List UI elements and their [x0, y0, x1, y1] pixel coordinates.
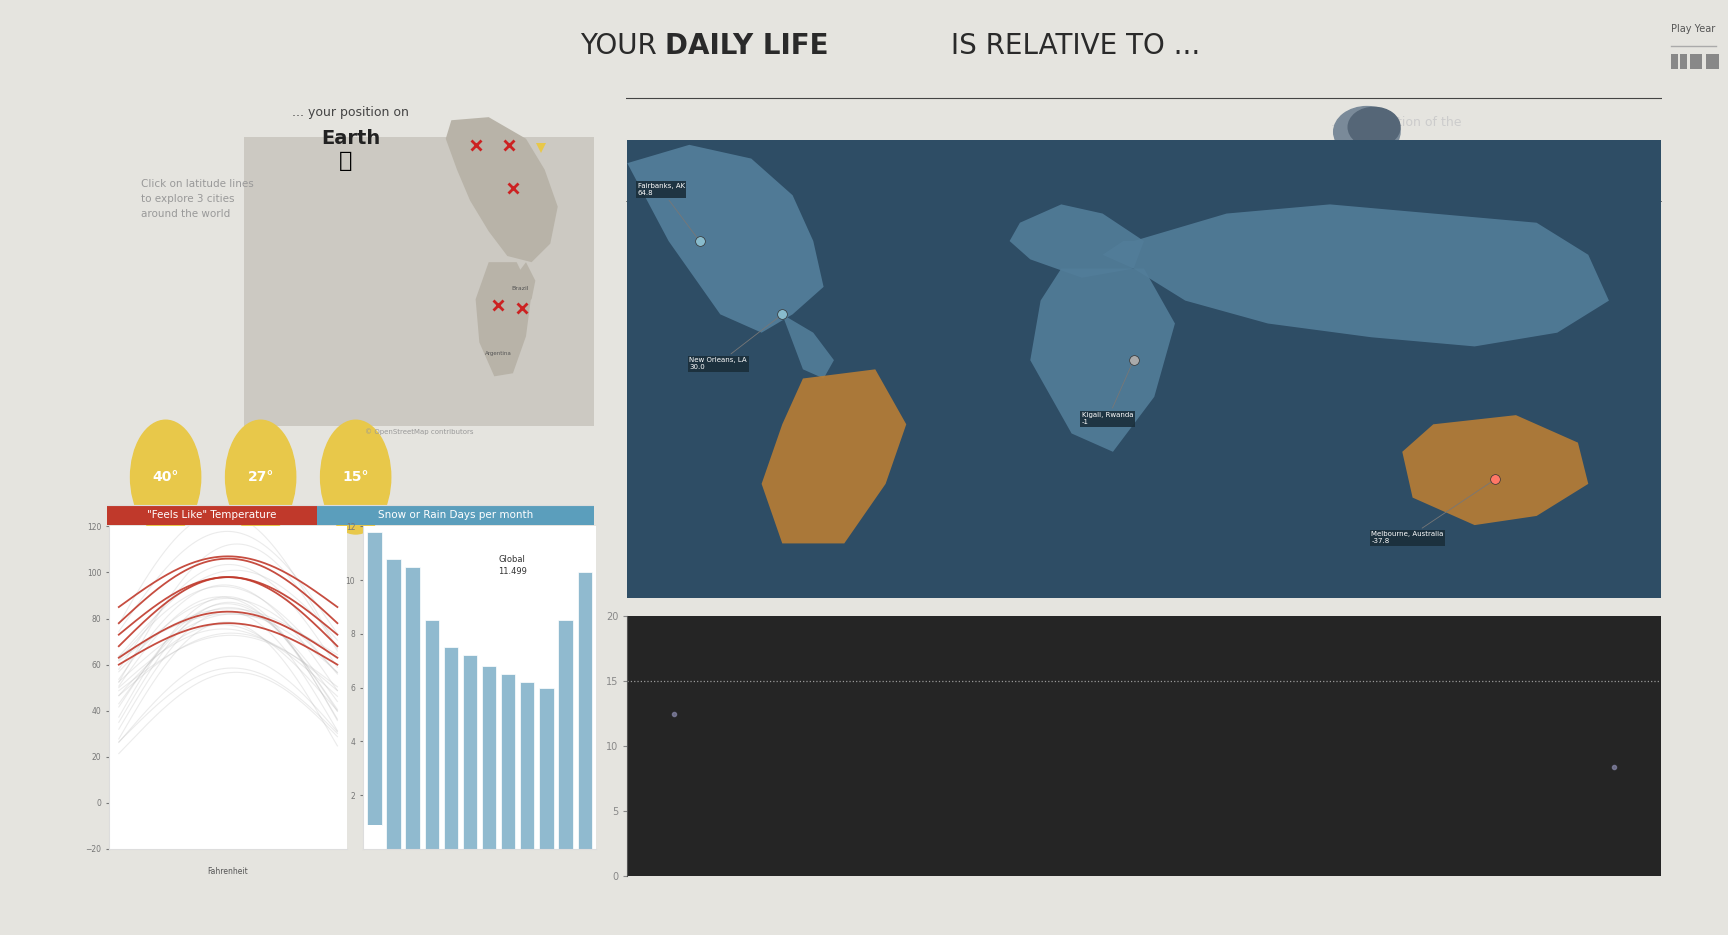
- FancyBboxPatch shape: [1279, 557, 1320, 572]
- Text: ... your position on: ... your position on: [292, 106, 410, 119]
- Text: ... the position of the: ... the position of the: [1331, 116, 1462, 129]
- Text: 💡: 💡: [339, 151, 353, 171]
- FancyBboxPatch shape: [1690, 54, 1702, 69]
- FancyBboxPatch shape: [316, 506, 594, 525]
- Bar: [520, 683, 534, 849]
- FancyBboxPatch shape: [911, 557, 1071, 572]
- Circle shape: [131, 420, 200, 534]
- Bar: [463, 655, 477, 849]
- Bar: [539, 688, 553, 849]
- Text: New Orleans, LA
30.0: New Orleans, LA 30.0: [689, 316, 779, 370]
- FancyBboxPatch shape: [1419, 557, 1579, 572]
- Polygon shape: [627, 145, 824, 333]
- Bar: [406, 567, 420, 849]
- Text: © OpenStreetMap contributors: © OpenStreetMap contributors: [365, 428, 473, 435]
- Circle shape: [1348, 108, 1400, 147]
- Polygon shape: [1030, 268, 1175, 452]
- FancyBboxPatch shape: [244, 137, 594, 425]
- Bar: [444, 647, 458, 849]
- Text: Play Year: Play Year: [1671, 23, 1716, 34]
- Polygon shape: [475, 262, 532, 376]
- Text: Fahrenheit: Fahrenheit: [207, 867, 249, 876]
- Bar: [558, 621, 572, 849]
- Polygon shape: [1102, 205, 1609, 347]
- FancyBboxPatch shape: [107, 506, 316, 525]
- FancyBboxPatch shape: [1533, 557, 1574, 572]
- FancyBboxPatch shape: [1699, 54, 1702, 69]
- FancyBboxPatch shape: [657, 557, 817, 572]
- Text: Click on latitude lines
to explore 3 cities
around the world: Click on latitude lines to explore 3 cit…: [142, 180, 254, 219]
- Bar: [577, 572, 593, 849]
- Text: 15°: 15°: [342, 470, 368, 484]
- Text: Earth: Earth: [321, 129, 380, 149]
- Polygon shape: [762, 369, 905, 543]
- FancyBboxPatch shape: [1680, 54, 1687, 69]
- Text: YOUR: YOUR: [579, 33, 665, 60]
- Polygon shape: [513, 262, 536, 306]
- Bar: [482, 666, 496, 849]
- Text: DAILY LIFE: DAILY LIFE: [665, 33, 829, 60]
- Text: © OpenStreetMap contributors: © OpenStreetMap contributors: [636, 528, 745, 535]
- Bar: [425, 621, 439, 849]
- Polygon shape: [783, 314, 835, 379]
- FancyBboxPatch shape: [1671, 54, 1678, 69]
- Polygon shape: [446, 117, 558, 262]
- Text: IS RELATIVE TO ...: IS RELATIVE TO ...: [942, 33, 1199, 60]
- Circle shape: [321, 420, 391, 534]
- Circle shape: [1334, 107, 1400, 157]
- Bar: [387, 559, 401, 849]
- Text: "Feels Like" Temperature: "Feels Like" Temperature: [147, 510, 276, 520]
- Circle shape: [226, 420, 295, 534]
- Text: Kigali, Rwanda
-1: Kigali, Rwanda -1: [1082, 363, 1134, 425]
- Polygon shape: [1401, 415, 1588, 525]
- Text: Brazil: Brazil: [511, 286, 529, 291]
- Bar: [366, 825, 382, 849]
- Text: Global
11.499: Global 11.499: [498, 555, 527, 576]
- FancyBboxPatch shape: [1165, 557, 1325, 572]
- Polygon shape: [1009, 205, 1144, 278]
- Text: Fairbanks, AK: Fairbanks, AK: [717, 540, 783, 551]
- FancyBboxPatch shape: [1025, 557, 1066, 572]
- FancyBboxPatch shape: [1706, 54, 1712, 69]
- Text: 40°: 40°: [152, 470, 178, 484]
- Text: Hours of day vs night: Hours of day vs night: [1080, 185, 1208, 198]
- FancyBboxPatch shape: [1712, 54, 1719, 69]
- Text: Earth: Earth: [1393, 145, 1443, 163]
- Text: Snow or Rain Days per month: Snow or Rain Days per month: [378, 510, 534, 520]
- Text: Kigali, Rwanda: Kigali, Rwanda: [1222, 540, 1294, 551]
- Text: Argentina: Argentina: [484, 351, 511, 355]
- Bar: [366, 532, 382, 825]
- Text: Melbourne, Australia
-37.8: Melbourne, Australia -37.8: [1372, 481, 1493, 544]
- Text: Melbourne, Australia: Melbourne, Australia: [1462, 540, 1562, 551]
- Text: Fairbanks, AK
64.8: Fairbanks, AK 64.8: [638, 183, 698, 238]
- Bar: [501, 674, 515, 849]
- Text: 27°: 27°: [247, 470, 273, 484]
- Text: New Orleans, LA: New Orleans, LA: [964, 540, 1044, 551]
- FancyBboxPatch shape: [771, 557, 812, 572]
